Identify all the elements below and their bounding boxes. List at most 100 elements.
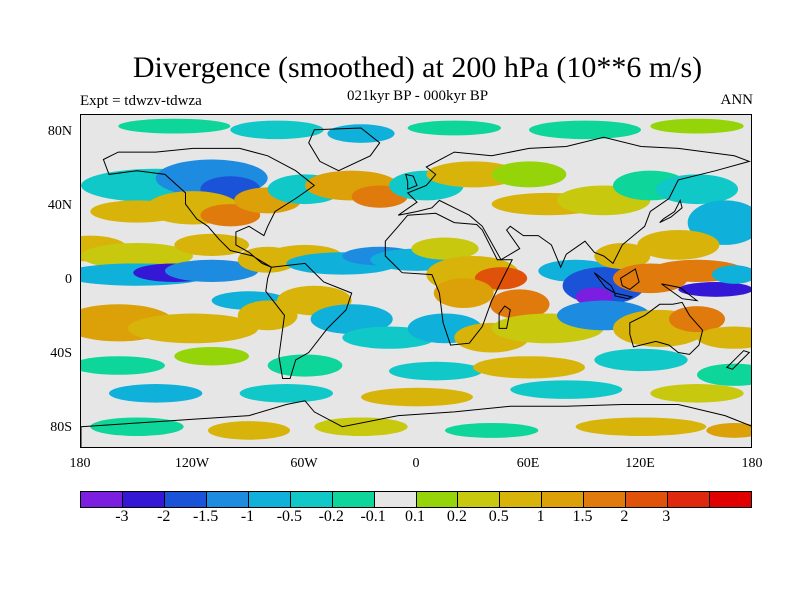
- field-region: [650, 118, 744, 134]
- field-region: [81, 356, 165, 375]
- coastline: [102, 147, 316, 268]
- experiment-label: Expt = tdwzv-tdwza: [80, 93, 202, 109]
- field-region: [389, 361, 483, 381]
- colorbar-label: 0.1: [405, 508, 425, 525]
- field-region: [678, 282, 751, 297]
- colorbar-label: 1.5: [572, 508, 593, 525]
- field-region: [310, 304, 393, 334]
- coastline: [265, 262, 353, 379]
- colorbar-segment: [206, 492, 249, 507]
- coastline: [398, 136, 751, 269]
- colorbar-label: 0.2: [446, 508, 467, 525]
- field-region: [711, 265, 751, 284]
- field-region: [489, 289, 550, 320]
- colorbar-segment: [290, 492, 333, 507]
- colorbar-label: -0.5: [276, 508, 303, 525]
- plot-subtitle: 021kyr BP - 000kyr BP: [346, 88, 489, 104]
- colorbar-segment: [248, 492, 291, 507]
- lon-tick-label: 60W: [290, 456, 318, 471]
- coastline: [725, 350, 751, 370]
- field-region: [473, 356, 585, 379]
- lon-tick-label: 180: [741, 456, 763, 471]
- field-region: [407, 120, 502, 136]
- lon-tick-label: 0: [412, 456, 420, 471]
- field-region: [207, 421, 291, 440]
- lon-tick-label: 60E: [516, 456, 540, 471]
- colorbar-label: 0.5: [488, 508, 509, 525]
- coastline: [619, 268, 640, 290]
- field-region: [594, 243, 651, 270]
- field-region: [327, 124, 395, 143]
- field-region: [165, 259, 259, 282]
- colorbar-segment: [668, 492, 711, 507]
- colorbar-segment: [416, 492, 459, 507]
- colorbar-label: 2: [620, 508, 629, 525]
- coastline: [661, 283, 699, 302]
- lat-tick-label: 40N: [47, 197, 72, 213]
- plot-title: Divergence (smoothed) at 200 hPa (10**6 …: [132, 51, 703, 84]
- field-region: [109, 384, 203, 403]
- coastline: [629, 301, 704, 355]
- field-region: [90, 417, 184, 437]
- field-region: [118, 118, 231, 134]
- field-region: [361, 387, 473, 407]
- coastline: [659, 198, 683, 224]
- colorbar-segment: [542, 492, 585, 507]
- field-region: [510, 380, 623, 399]
- coastline: [614, 292, 634, 300]
- lat-tick-label: 80S: [50, 420, 72, 436]
- colorbar-label: -2: [157, 508, 171, 525]
- field-region: [174, 346, 249, 366]
- lon-tick-label: 180: [69, 456, 91, 471]
- coastlines: [81, 127, 751, 447]
- field-region: [314, 417, 408, 437]
- divergence-map: [81, 118, 751, 447]
- coastline: [384, 212, 514, 346]
- colorbar-segment: [164, 492, 207, 507]
- lat-tick-label: 80N: [47, 123, 72, 139]
- field-region: [575, 417, 707, 437]
- colorbar-label: -0.2: [318, 508, 344, 525]
- field-region: [127, 313, 259, 344]
- map-panel: [80, 114, 752, 448]
- field-region: [239, 384, 333, 403]
- field-region: [411, 237, 479, 260]
- field-region: [426, 161, 520, 188]
- field-region: [474, 267, 528, 290]
- coastline: [308, 127, 381, 172]
- lon-tick-label: 120W: [174, 456, 210, 471]
- field-region: [669, 306, 725, 333]
- colorbar-label: -1.5: [192, 508, 219, 525]
- lon-tick-label: 120E: [625, 456, 655, 471]
- field-region: [433, 278, 494, 308]
- divergence-field: [81, 118, 751, 440]
- colorbar: [80, 491, 752, 508]
- colorbar-segment: [500, 492, 543, 507]
- field-region: [594, 348, 688, 372]
- field-region: [445, 423, 539, 438]
- lat-tick-label: 40S: [50, 346, 72, 362]
- field-region: [706, 423, 751, 438]
- colorbar-label: 1: [536, 508, 545, 525]
- colorbar-segment: [710, 492, 751, 507]
- colorbar-segment: [458, 492, 501, 507]
- field-region: [81, 243, 193, 270]
- colorbar-segment: [374, 492, 417, 507]
- colorbar-label: -0.1: [360, 508, 386, 525]
- colorbar-segment: [122, 492, 165, 507]
- field-region: [697, 363, 751, 386]
- field-region: [650, 384, 744, 403]
- colorbar-segment: [81, 492, 123, 507]
- lat-tick-label: 0: [65, 272, 72, 287]
- colorbar-label: 3: [662, 508, 671, 525]
- field-region: [655, 174, 739, 205]
- field-region: [697, 326, 751, 349]
- colorbar-segment: [584, 492, 627, 507]
- coastline: [81, 400, 751, 447]
- colorbar-label: -1: [240, 508, 255, 525]
- coastline: [498, 305, 511, 329]
- season-label: ANN: [720, 92, 754, 108]
- field-region: [529, 120, 641, 140]
- field-region: [637, 230, 720, 260]
- colorbar-label: -3: [115, 508, 129, 525]
